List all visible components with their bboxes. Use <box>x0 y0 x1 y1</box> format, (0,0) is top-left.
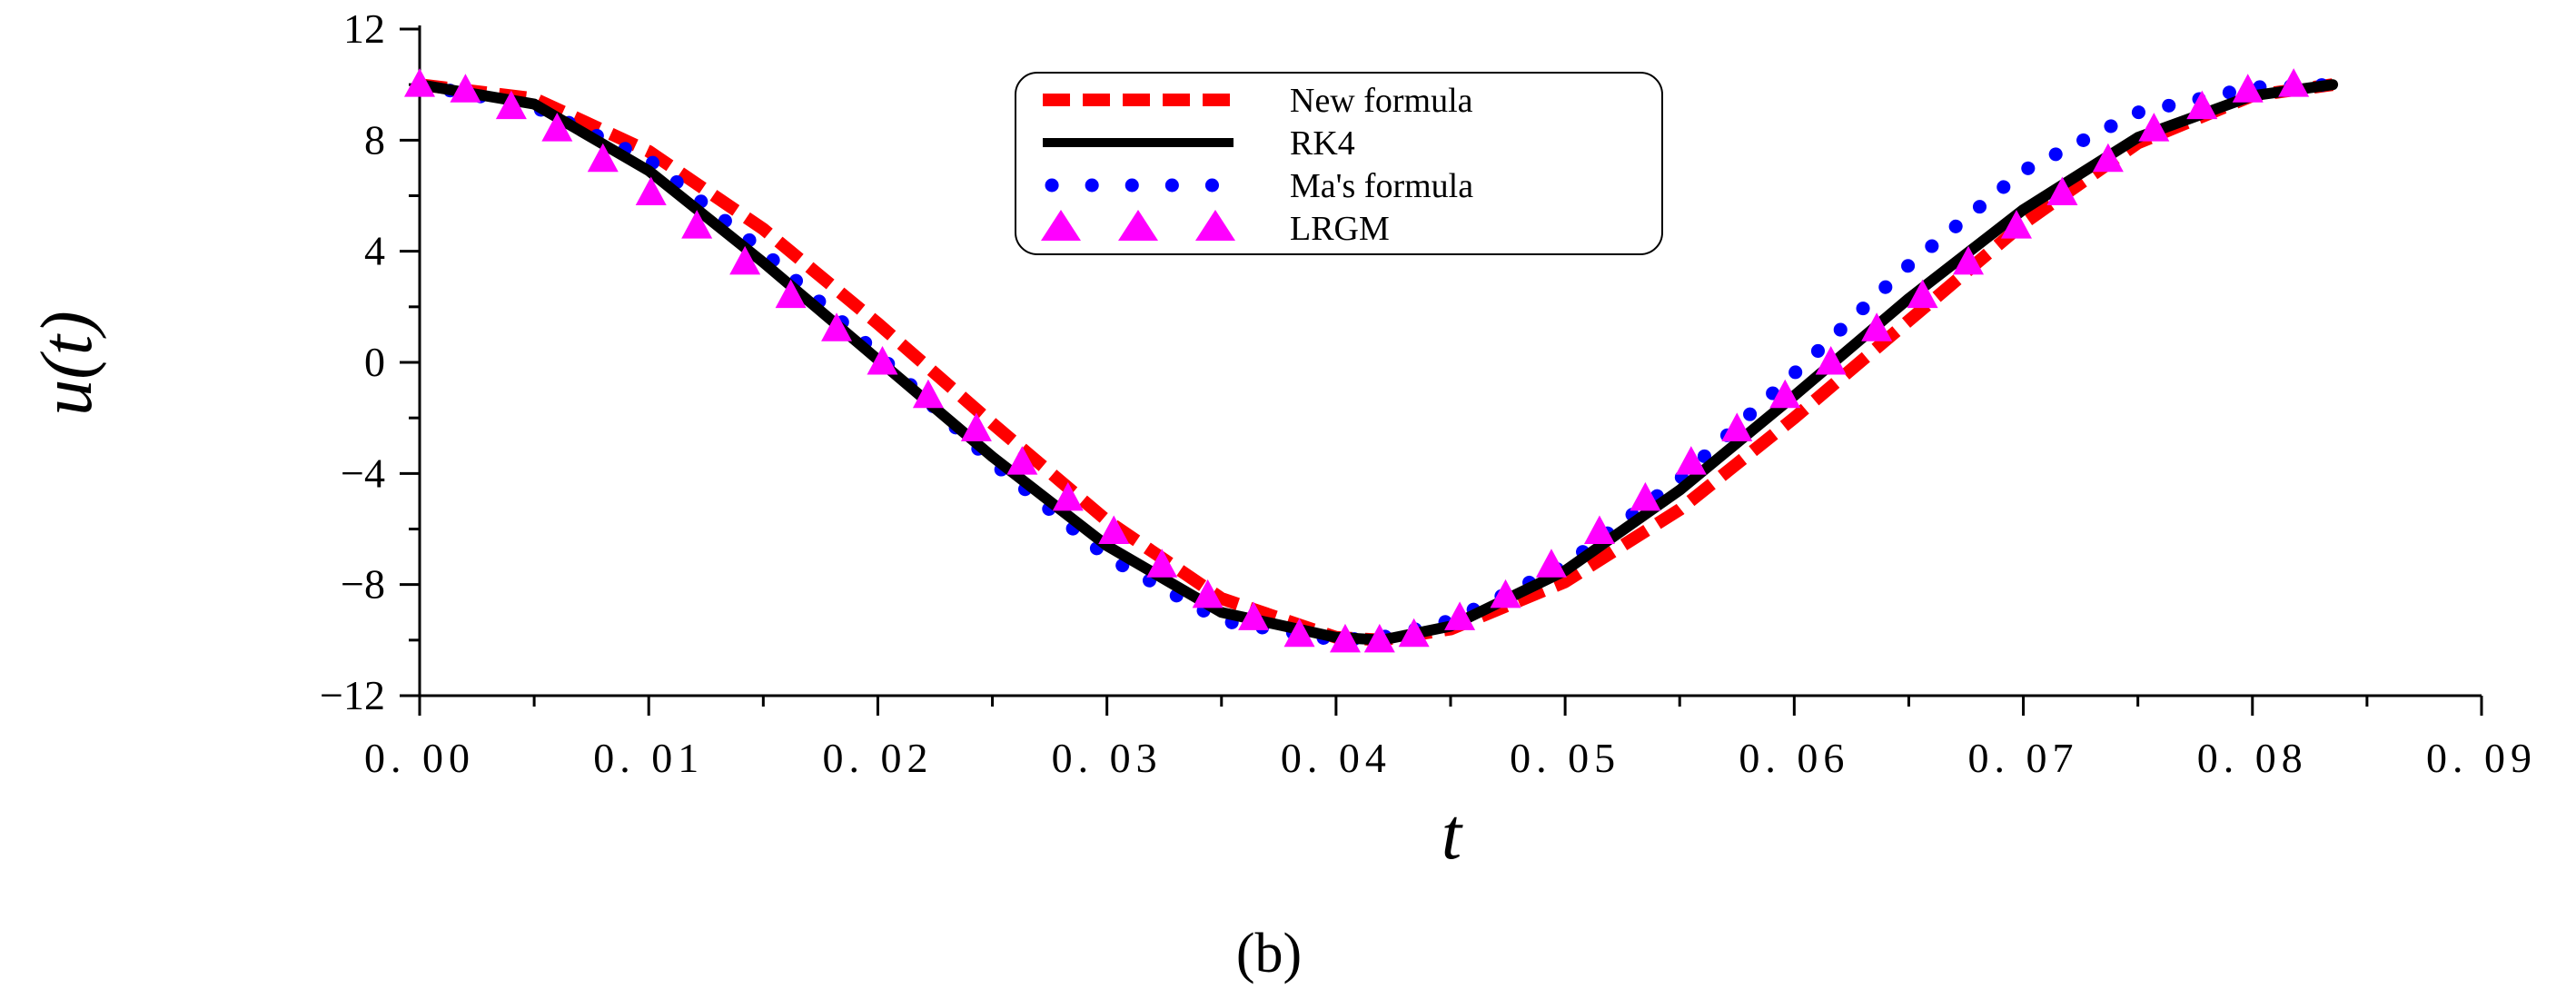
lrgm-marker <box>1329 623 1361 653</box>
legend-lrgm-marker <box>1195 210 1235 241</box>
lrgm-marker <box>1363 623 1395 653</box>
lrgm-marker <box>2000 210 2032 239</box>
x-tick-label: 0. 04 <box>1281 735 1392 781</box>
y-tick-label: −4 <box>341 450 385 496</box>
lrgm-marker <box>1815 346 1847 375</box>
lrgm-marker <box>1535 549 1567 578</box>
y-tick-label: 8 <box>364 116 385 163</box>
lrgm-marker <box>2138 113 2170 142</box>
lrgm-marker <box>404 68 435 97</box>
legend-box <box>1015 72 1663 255</box>
lrgm-marker <box>1490 579 1521 608</box>
legend-ma-s-formula-label: Ma's formula <box>1290 167 1473 205</box>
lrgm-marker <box>960 412 992 441</box>
x-tick-label: 0. 03 <box>1052 735 1163 781</box>
legend: New formula RK4 Ma's formula LRGM <box>1015 72 1663 255</box>
y-axis-title: u(t) <box>27 311 107 416</box>
y-tick-label: 0 <box>364 339 385 385</box>
x-axis-title: t <box>1442 795 1463 875</box>
lrgm-marker <box>450 74 481 103</box>
lrgm-marker <box>495 90 527 120</box>
lrgm-marker <box>2232 74 2264 103</box>
axes-layer: −12 −8 −4 0 4 8 12 0. 00 0. 01 0. 02 0. 03 0. 04 0. … <box>320 5 2537 781</box>
x-tick-label: 0. 05 <box>1510 735 1620 781</box>
lrgm-marker <box>1444 601 1476 630</box>
x-tick-label: 0. 08 <box>2197 735 2308 781</box>
lrgm-marker <box>1098 515 1130 545</box>
lrgm-marker <box>2046 176 2078 205</box>
lrgm-marker <box>1861 312 1893 341</box>
lrgm-marker <box>867 346 898 375</box>
x-tick-label: 0. 06 <box>1739 735 1849 781</box>
legend-lrgm-label: LRGM <box>1290 210 1390 248</box>
lrgm-marker <box>541 113 573 142</box>
x-tick-label: 0. 02 <box>822 735 933 781</box>
y-tick-label: −8 <box>341 561 385 608</box>
y-tick-label: 12 <box>343 5 385 52</box>
legend-rk4-label: RK4 <box>1290 124 1355 163</box>
panel-label: (b) <box>1236 923 1302 984</box>
lrgm-marker <box>681 210 713 239</box>
x-tick-label: 0. 07 <box>1968 735 2079 781</box>
lrgm-marker <box>1769 379 1801 409</box>
lrgm-marker <box>2278 68 2310 97</box>
lrgm-marker <box>729 245 761 275</box>
x-tick-label: 0. 09 <box>2426 735 2537 781</box>
x-tick-label: 0. 00 <box>364 735 475 781</box>
lrgm-marker <box>1630 481 1661 511</box>
lrgm-marker <box>1052 481 1084 511</box>
lrgm-marker <box>2092 143 2124 173</box>
legend-new-formula-label: New formula <box>1290 82 1473 120</box>
series-layer <box>404 68 2340 653</box>
y-tick-label: 4 <box>364 228 385 274</box>
lrgm-marker <box>775 279 807 309</box>
lrgm-marker <box>1721 412 1753 441</box>
lrgm-marker <box>1283 618 1315 648</box>
lrgm-marker <box>1953 245 1985 275</box>
legend-lrgm-marker <box>1118 210 1158 241</box>
lrgm-marker <box>1006 446 1038 475</box>
x-tick-label: 0. 01 <box>593 735 704 781</box>
lrgm-marker <box>1192 579 1224 608</box>
lrgm-marker <box>1238 601 1270 630</box>
lrgm-marker <box>635 176 667 205</box>
lrgm-marker <box>1907 279 1938 309</box>
lrgm-marker <box>821 312 853 341</box>
lrgm-marker <box>2186 90 2218 120</box>
y-tick-label: −12 <box>320 672 385 718</box>
lrgm-marker <box>1146 549 1178 578</box>
axis-titles: u(t) t (b) <box>27 311 1463 984</box>
lrgm-marker <box>1675 446 1707 475</box>
lrgm-marker <box>1583 515 1615 545</box>
lrgm-marker <box>1398 618 1430 648</box>
lrgm-marker <box>587 143 619 173</box>
lrgm-marker <box>912 379 944 409</box>
legend-lrgm-marker <box>1041 210 1081 241</box>
